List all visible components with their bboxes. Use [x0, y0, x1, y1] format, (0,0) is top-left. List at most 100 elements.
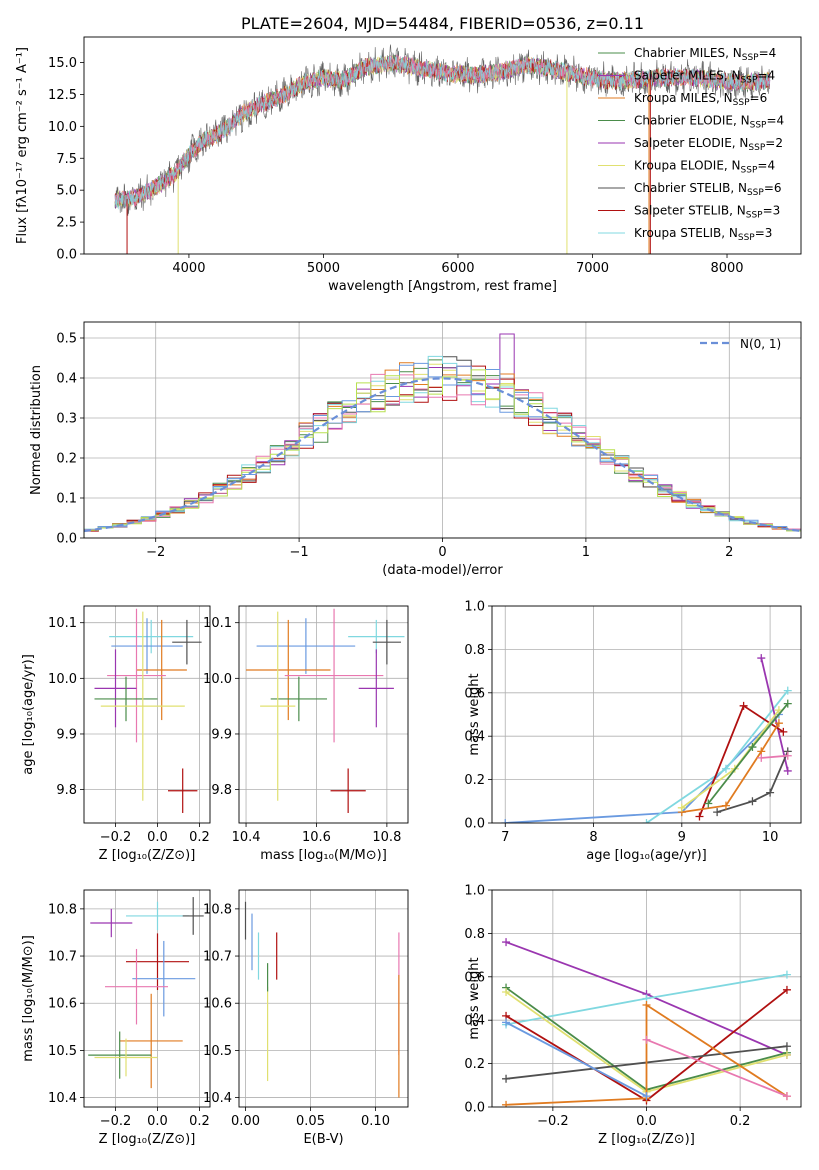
histogram-series: [84, 369, 801, 538]
y-tick-label: 10.6: [203, 997, 232, 1012]
legend-entry-equals: =: [755, 226, 765, 240]
weight-line: [681, 722, 780, 813]
y-tick-label: 10.0: [48, 120, 77, 135]
y-tick-label: 0.2: [464, 1057, 485, 1072]
weight-line: [716, 751, 789, 813]
x-axis-label: mass [log₁₀(M/M⊙)]: [260, 848, 387, 863]
weight-line: [681, 709, 780, 809]
legend-entry-count: 4: [767, 159, 775, 173]
y-axis-label: mass [log₁₀(M/M⊙)]: [21, 935, 36, 1062]
legend-entry: Kroupa MILES, NSSP=6: [634, 91, 767, 108]
legend-entry: Salpeter ELODIE, NSSP=2: [634, 136, 783, 153]
errorbar-point: [94, 676, 158, 722]
y-tick-label: 10.7: [48, 950, 77, 965]
weight-marker: [677, 803, 686, 812]
weight-marker: [501, 819, 510, 823]
x-tick-label: −2: [146, 545, 165, 560]
weight-marker: [782, 1042, 791, 1051]
errorbar-point: [119, 993, 183, 1089]
errorbar-point: [126, 901, 189, 931]
y-tick-label: 0.2: [56, 452, 77, 467]
errorbar-point: [260, 611, 296, 801]
errorbar-point: [182, 897, 204, 935]
x-tick-label: 0.2: [189, 1114, 210, 1129]
legend-entry-label: Salpeter STELIB, N: [634, 204, 746, 218]
weight-marker: [783, 686, 792, 695]
weight-series: [502, 1018, 651, 1101]
x-axis-label: Z [log₁₀(Z/Z⊙)]: [99, 1132, 196, 1147]
weight-marker: [783, 766, 792, 775]
weight-line: [761, 754, 788, 759]
weight-marker: [782, 1050, 791, 1059]
y-tick-label: 0.8: [464, 643, 485, 658]
weight-marker: [774, 719, 783, 728]
weight-series: [757, 751, 792, 762]
errorbar-point: [284, 608, 384, 743]
y-tick-label: 10.4: [203, 1091, 232, 1106]
x-tick-label: 10.4: [232, 830, 261, 845]
chart-mass-vs-Z: −0.2 0.0 0.2 10.4 10.5 10.6 10.7 10.8 Z [log₁₀(Z…: [21, 889, 211, 1147]
y-tick-label: 10.0: [48, 672, 77, 687]
errorbar-point: [111, 618, 183, 674]
errorbar-point: [136, 619, 187, 721]
x-axis-label: wavelength [Angstrom, rest frame]: [328, 279, 557, 294]
x-tick-label: 8000: [710, 261, 743, 276]
legend-entry-count: 4: [767, 69, 775, 83]
y-tick-label: 0.8: [464, 927, 485, 942]
legend-entry-label: Salpeter ELODIE, N: [634, 136, 748, 150]
legend-entry-label: Chabrier ELODIE, N: [634, 114, 750, 128]
legend-entry-label: Salpeter MILES, N: [634, 69, 741, 83]
weight-marker: [704, 799, 713, 808]
y-tick-label: 0.0: [464, 817, 485, 832]
x-tick-label: 8: [589, 830, 597, 845]
legend-entry-equals: =: [757, 69, 767, 83]
x-tick-label: 10.8: [372, 830, 401, 845]
y-tick-label: 12.5: [48, 88, 77, 103]
plot-area: [492, 606, 801, 823]
errorbar-point: [256, 618, 356, 674]
legend: N(0, 1): [700, 337, 781, 351]
weight-marker: [757, 753, 766, 762]
legend-entry-count: 6: [760, 91, 768, 105]
legend-entry-equals: =: [750, 91, 760, 105]
y-tick-label: 9.9: [56, 727, 77, 742]
weight-marker: [782, 970, 791, 979]
errorbar-point: [94, 649, 137, 728]
axes-frame: [238, 889, 409, 1108]
x-axis-label: Z [log₁₀(Z/Z⊙)]: [99, 848, 196, 863]
y-tick-label: 7.5: [56, 152, 77, 167]
legend-entry-subscript: SSP: [741, 76, 758, 86]
weight-series: [713, 747, 792, 817]
legend-entry: Salpeter STELIB, NSSP=3: [634, 204, 780, 221]
legend-entry-subscript: SSP: [746, 211, 763, 221]
y-tick-label: 5.0: [56, 184, 77, 199]
legend-entry-subscript: SSP: [748, 143, 765, 153]
plot-area: [84, 322, 801, 538]
y-tick-label: 10.5: [48, 1044, 77, 1059]
errorbar-point: [109, 619, 194, 654]
y-tick-label: 10.5: [203, 1044, 232, 1059]
y-axis-label: age [log₁₀(age/yr)]: [21, 654, 36, 775]
errorbar-point: [90, 908, 133, 938]
weight-marker: [502, 1100, 511, 1107]
weight-marker: [642, 1092, 651, 1101]
errorbar-point: [88, 1031, 152, 1079]
weight-marker: [782, 1092, 791, 1101]
chart-weight-vs-age: 7 8 9 10 0.0 0.2 0.4 0.6 0.8 1.0 age [log₁₀(age/yr…: [464, 600, 802, 863]
legend-entry-count: 3: [765, 226, 773, 240]
legend-entry-label: Kroupa STELIB, N: [634, 226, 738, 240]
x-tick-label: −0.2: [100, 1114, 132, 1129]
x-axis-label: (data-model)/error: [382, 563, 503, 578]
x-axis-label: Z [log₁₀(Z/Z⊙)]: [598, 1132, 695, 1147]
axes-frame: [83, 889, 211, 1108]
y-tick-label: 2.5: [56, 216, 77, 231]
legend-entry: Chabrier STELIB, NSSP=6: [634, 181, 782, 198]
axes-frame: [83, 321, 802, 539]
errorbar-point: [358, 649, 394, 728]
legend-entry-equals: =: [757, 159, 767, 173]
legend-entry-equals: =: [763, 204, 773, 218]
y-tick-label: 1.0: [464, 600, 485, 615]
chart-mass-vs-ebv: 0.00 0.05 0.10 10.4 10.5 10.6 10.7 10.8 E(B-V): [203, 889, 409, 1147]
